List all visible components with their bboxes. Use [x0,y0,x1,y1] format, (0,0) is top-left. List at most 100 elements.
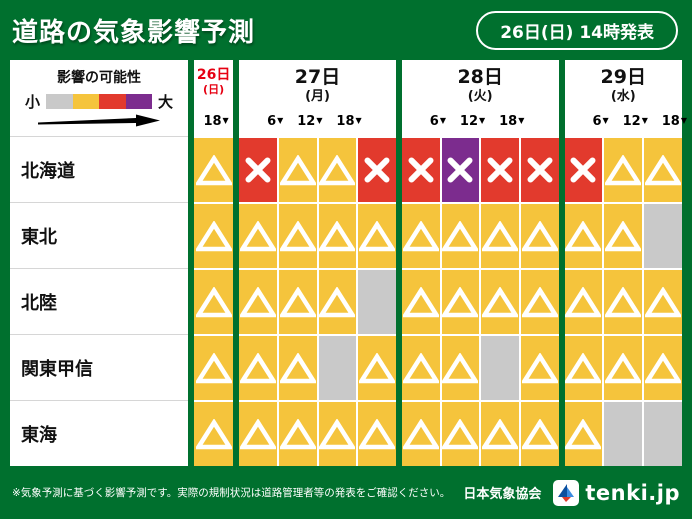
triangle-icon [565,418,602,449]
forecast-cell [520,270,559,334]
day-header: 29日 (水) [565,60,683,110]
legend-arrow-icon [38,114,160,127]
triangle-icon [605,286,642,317]
triangle-icon [565,220,602,251]
time-tick-icon: ▼ [680,116,688,125]
triangle-icon [279,352,316,383]
triangle-icon [442,220,479,251]
day-group: 28日 (火) 6▼ 12▼ 18▼ [401,60,559,466]
triangle-icon [359,220,396,251]
triangle-icon [240,220,276,251]
day-weekday: (水) [610,88,636,104]
forecast-cell [278,402,317,466]
forecast-cell [401,270,440,334]
day-group: 27日 (月) 6▼ 12▼ 18▼ [239,60,396,466]
group-separator [233,60,240,466]
triangle-icon [605,220,642,251]
group-separator [558,60,565,466]
disclaimer-note: ※気象予測に基づく影響予測です。実際の規制状況は道路管理者等の発表をご確認くださ… [12,487,451,499]
forecast-cell [239,270,277,334]
triangle-icon [359,418,396,449]
announcement-badge: 26日(日) 14時発表 [476,10,678,50]
triangle-icon [319,220,356,251]
region-label: 北海道 [10,136,188,202]
forecast-cell [318,204,357,268]
tenki-logo[interactable]: tenki.jp [553,479,680,506]
forecast-cell [520,204,559,268]
legend: 影響の可能性 小 大 [10,60,188,136]
forecast-cell [604,204,643,268]
forecast-row [194,138,234,202]
triangle-icon [521,418,558,449]
forecast-row [194,204,234,268]
forecast-cell [194,270,234,334]
triangle-icon [645,286,682,317]
forecast-row [401,336,559,400]
time-label: 18▼ [499,114,525,129]
time-tick-icon: ▼ [479,116,486,125]
time-label: 6▼ [267,114,284,129]
forecast-row [194,336,234,400]
forecast-cell [318,138,357,202]
legend-color-segment [99,94,126,109]
forecast-cell [564,138,603,202]
region-label: 関東甲信 [10,334,188,400]
forecast-cell [441,402,480,466]
legend-color-segment [125,94,152,109]
triangle-icon [240,418,276,449]
forecast-cell [278,270,317,334]
triangle-icon [645,154,682,185]
forecast-cell [481,204,519,268]
forecast-row [239,270,396,334]
region-label: 北陸 [10,268,188,334]
triangle-icon [319,418,356,449]
footer-right: 日本気象協会 tenki.jp [463,479,680,506]
forecast-cell [644,204,682,268]
forecast-cell [644,336,682,400]
time-tick-icon: ▼ [439,116,446,125]
group-separator [188,60,194,466]
triangle-icon [521,220,558,251]
forecast-row [239,138,396,202]
x-icon [570,157,596,183]
forecast-cell [564,204,603,268]
region-label: 東海 [10,400,188,466]
forecast-cell [441,336,480,400]
triangle-icon [402,352,439,383]
triangle-icon [402,286,439,317]
triangle-icon [521,352,558,383]
triangle-icon [521,286,558,317]
time-axis: 6▼ 12▼ 18▼ [402,110,559,136]
legend-large-label: 大 [158,93,174,111]
day-header: 28日 (火) [402,60,559,110]
time-axis: 18▼ [194,110,233,136]
forecast-row [564,204,683,268]
forecast-cell [239,204,277,268]
time-tick-icon: ▼ [602,116,609,125]
time-tick-icon: ▼ [355,116,362,125]
forecast-row [401,402,559,466]
x-icon [408,157,434,183]
day-label: 27日 [294,66,341,88]
triangle-icon [279,286,316,317]
forecast-cell [441,204,480,268]
triangle-icon [195,352,232,383]
triangle-icon [359,352,396,383]
triangle-icon [565,352,602,383]
triangle-icon [605,154,642,185]
triangle-icon [482,418,519,449]
forecast-cell [481,402,519,466]
forecast-row [194,402,234,466]
time-label: 6▼ [429,114,446,129]
time-tick-icon: ▼ [641,116,648,125]
header: 道路の気象影響予測 26日(日) 14時発表 [0,0,692,60]
time-label: 12▼ [459,114,486,129]
triangle-icon [402,220,439,251]
time-tick-icon: ▼ [222,116,229,125]
forecast-row [239,336,396,400]
legend-color-segment [46,94,73,109]
legend-color-bar [46,94,152,109]
triangle-icon [195,418,232,449]
day-weekday: (火) [467,88,493,104]
legend-small-label: 小 [24,93,40,111]
